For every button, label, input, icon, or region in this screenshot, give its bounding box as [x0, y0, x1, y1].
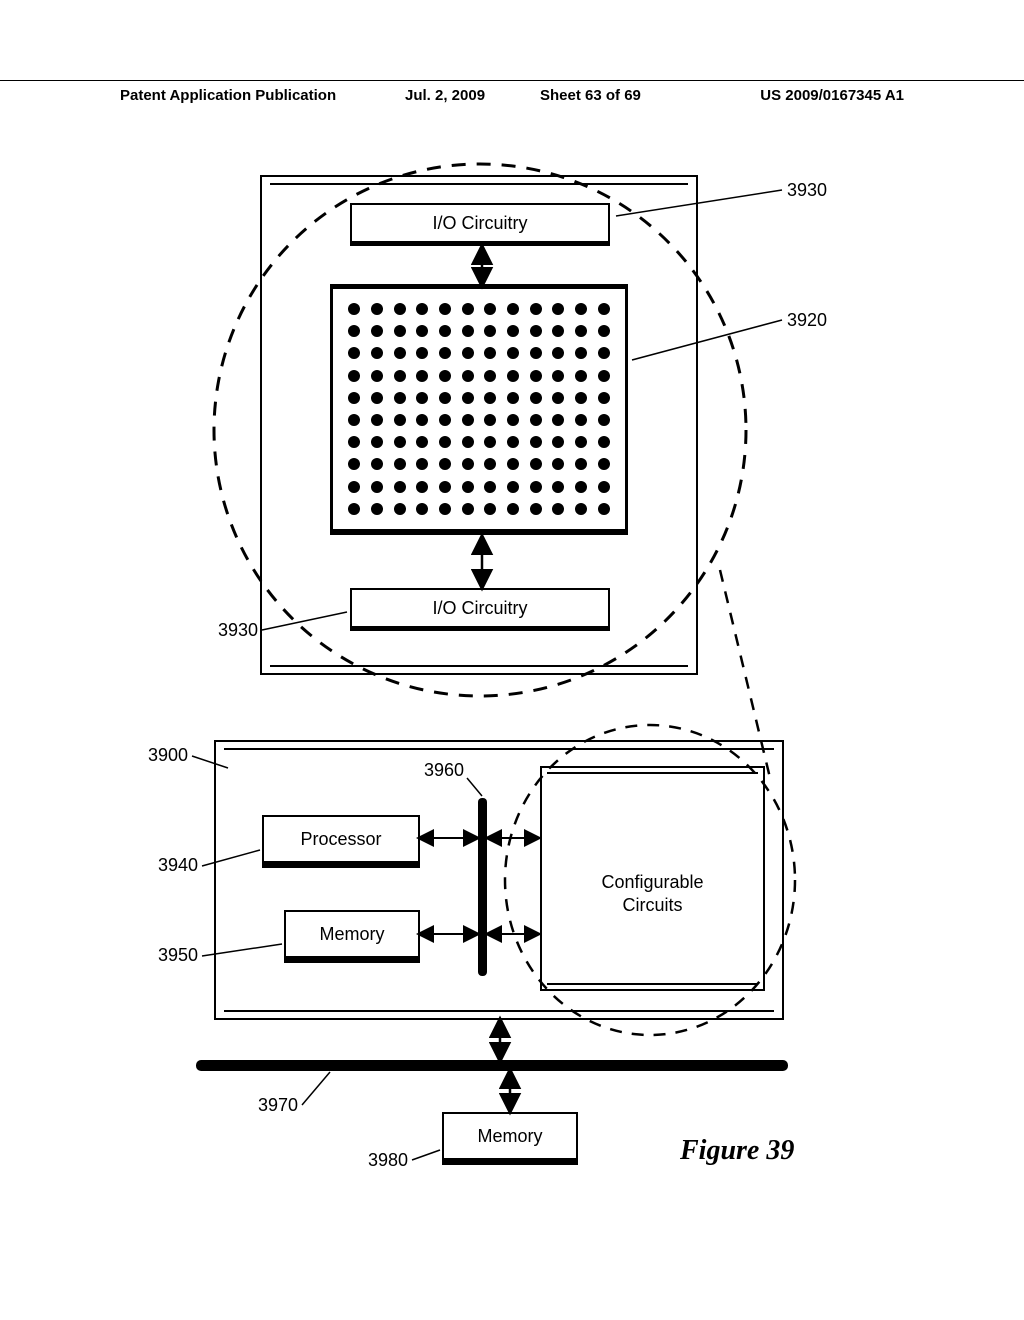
- ref-3970: 3970: [258, 1095, 298, 1116]
- processor-label: Processor: [300, 829, 381, 850]
- ref-3980: 3980: [368, 1150, 408, 1171]
- processor-block: Processor: [262, 815, 420, 863]
- ref-3900: 3900: [148, 745, 188, 766]
- ref-3930-bottom: 3930: [218, 620, 258, 641]
- dot-array-inner: [343, 298, 615, 520]
- configurable-label-2: Circuits: [622, 895, 682, 915]
- internal-bus: [478, 798, 487, 976]
- io-circuitry-bottom: I/O Circuitry: [350, 588, 610, 628]
- configurable-label-1: Configurable: [601, 872, 703, 892]
- figure-label: Figure 39: [680, 1135, 794, 1167]
- ref-3950: 3950: [158, 945, 198, 966]
- ref-3960: 3960: [424, 760, 464, 781]
- diagram: I/O Circuitry I/O Circuitry Processor Me…: [0, 0, 1024, 1320]
- memory-external-label: Memory: [477, 1126, 542, 1147]
- ref-3920: 3920: [787, 310, 827, 331]
- io-circuitry-top: I/O Circuitry: [350, 203, 610, 243]
- configurable-circuits-block: Configurable Circuits: [540, 766, 765, 991]
- memory-internal-label: Memory: [319, 924, 384, 945]
- ref-3930-top: 3930: [787, 180, 827, 201]
- io-top-label: I/O Circuitry: [432, 213, 527, 234]
- memory-external-block: Memory: [442, 1112, 578, 1160]
- ref-3940: 3940: [158, 855, 198, 876]
- dot-array: [330, 287, 628, 532]
- memory-internal-block: Memory: [284, 910, 420, 958]
- io-bottom-label: I/O Circuitry: [432, 598, 527, 619]
- external-bus: [196, 1060, 788, 1071]
